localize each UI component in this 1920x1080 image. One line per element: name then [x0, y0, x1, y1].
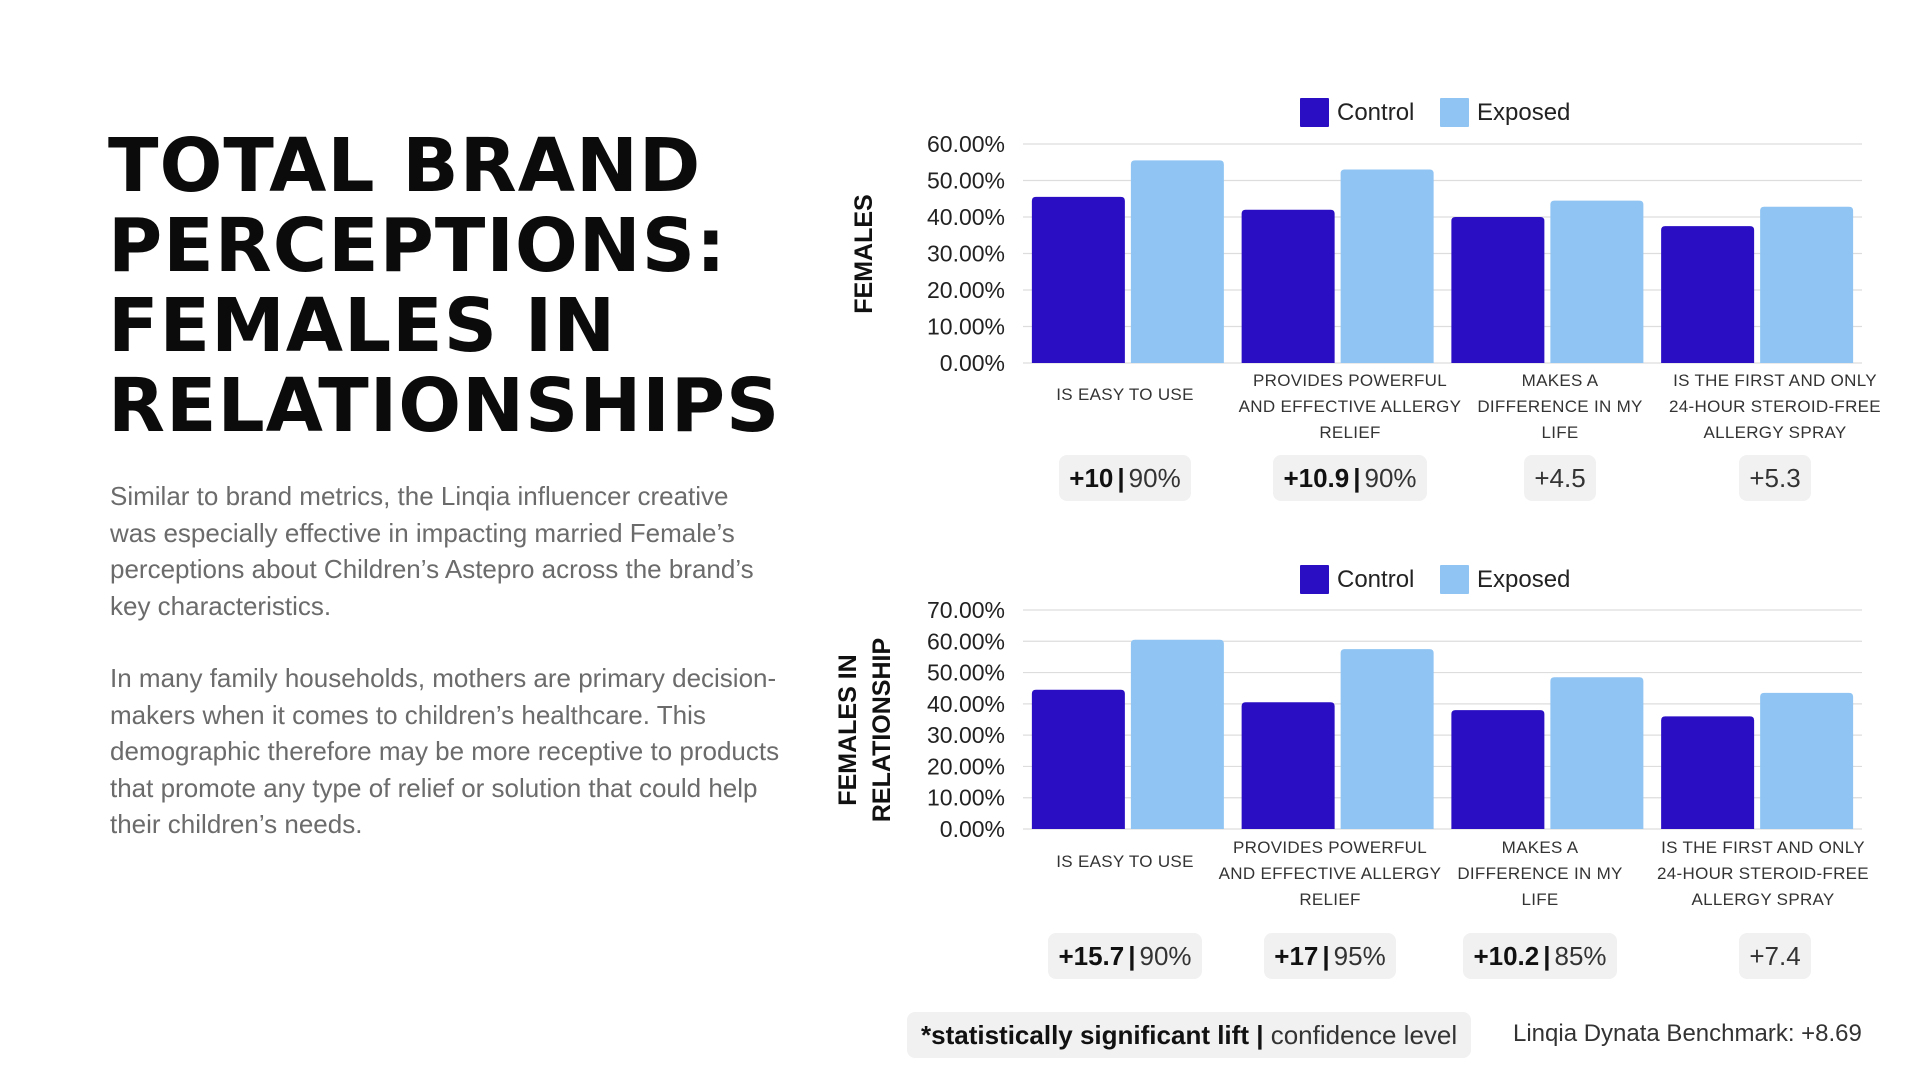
legend-swatch-control [1300, 565, 1329, 594]
lift-value: +10.9 [1283, 462, 1350, 493]
lift-separator: | [1543, 940, 1551, 971]
legend-label-exposed: Exposed [1477, 566, 1570, 593]
lift-value: +17 [1274, 940, 1319, 971]
lift-value: +10.2 [1473, 940, 1540, 971]
y-axis-label-line: FEMALES IN [834, 654, 862, 805]
category-label: AND EFFECTIVE ALLERGY [1239, 397, 1462, 416]
bar-exposed [1340, 649, 1434, 829]
category-label: ALLERGY SPRAY [1703, 423, 1846, 442]
y-axis-label: FEMALES [850, 194, 878, 313]
bar-exposed [1130, 160, 1224, 363]
significance-note-rest: confidence level [1263, 1019, 1458, 1050]
benchmark-label: Linqia Dynata Benchmark: +8.69 [1513, 1020, 1862, 1047]
y-tick-label: 10.00% [927, 785, 1005, 811]
bar-control [1031, 689, 1125, 829]
legend-label-control: Control [1337, 99, 1414, 126]
bar-control [1031, 196, 1125, 363]
bar-control [1451, 217, 1545, 363]
bar-exposed [1550, 677, 1644, 829]
category-label: ALLERGY SPRAY [1691, 890, 1834, 909]
bar-exposed [1340, 169, 1434, 363]
bar-exposed [1760, 206, 1854, 363]
lift-separator: | [1117, 462, 1125, 493]
category-label: DIFFERENCE IN MY [1477, 397, 1642, 416]
confidence-value: 85% [1554, 940, 1607, 971]
legend-label-control: Control [1337, 566, 1414, 593]
bar-control [1241, 209, 1335, 363]
confidence-value: 90% [1139, 940, 1192, 971]
y-tick-label: 50.00% [927, 660, 1005, 686]
lift-pill: +17 | 95% [1264, 933, 1396, 979]
y-tick-label: 70.00% [927, 597, 1005, 623]
category-label: 24-HOUR STEROID-FREE [1657, 864, 1869, 883]
bar-exposed [1550, 200, 1644, 363]
y-tick-label: 40.00% [927, 691, 1005, 717]
category-label: RELIEF [1319, 423, 1380, 442]
legend-swatch-exposed [1440, 98, 1469, 127]
lift-value: +5.3 [1749, 462, 1801, 493]
bar-control [1451, 710, 1545, 829]
y-axis-label-line: RELATIONSHIP [868, 638, 896, 822]
category-label: PROVIDES POWERFUL [1233, 838, 1427, 857]
confidence-value: 90% [1364, 462, 1417, 493]
page-title: TOTAL BRAND PERCEPTIONS: FEMALES IN RELA… [108, 123, 781, 449]
y-tick-label: 40.00% [927, 204, 1005, 230]
y-tick-label: 10.00% [927, 314, 1005, 340]
y-tick-label: 20.00% [927, 753, 1005, 779]
category-label: IS EASY TO USE [1056, 385, 1193, 404]
lift-pill: +15.7 | 90% [1048, 933, 1202, 979]
category-label: PROVIDES POWERFUL [1253, 371, 1447, 390]
lift-pill: +4.5 [1524, 455, 1596, 501]
significance-note-bold: *statistically significant lift | [921, 1019, 1264, 1050]
category-label: 24-HOUR STEROID-FREE [1669, 397, 1881, 416]
lift-separator: | [1353, 462, 1361, 493]
lift-separator: | [1322, 940, 1330, 971]
confidence-value: 95% [1333, 940, 1386, 971]
category-label: RELIEF [1299, 890, 1360, 909]
category-label: MAKES A [1522, 371, 1599, 390]
y-tick-label: 20.00% [927, 277, 1005, 303]
bar-exposed [1760, 692, 1854, 829]
category-label: LIFE [1541, 423, 1578, 442]
bar-exposed [1130, 639, 1224, 829]
category-label: AND EFFECTIVE ALLERGY [1219, 864, 1442, 883]
lift-pill: +7.4 [1739, 933, 1811, 979]
category-label: IS THE FIRST AND ONLY [1673, 371, 1877, 390]
context-paragraph: In many family households, mothers are p… [110, 663, 780, 839]
category-label: DIFFERENCE IN MY [1457, 864, 1622, 883]
y-axis-label-line: FEMALES [850, 194, 878, 313]
intro-paragraph: Similar to brand metrics, the Linqia inf… [110, 481, 754, 621]
lift-pill: +10.2 | 85% [1463, 933, 1617, 979]
lift-value: +4.5 [1534, 462, 1586, 493]
y-tick-label: 30.00% [927, 241, 1005, 267]
y-tick-label: 50.00% [927, 168, 1005, 194]
y-axis-label: FEMALES IN RELATIONSHIP [834, 638, 896, 822]
category-label: MAKES A [1502, 838, 1579, 857]
lift-pill: +10.9 | 90% [1273, 455, 1427, 501]
bar-control [1661, 226, 1755, 363]
lift-pill: +10 | 90% [1059, 455, 1191, 501]
lift-value: +10 [1069, 462, 1114, 493]
legend-swatch-exposed [1440, 565, 1469, 594]
category-label: IS EASY TO USE [1056, 852, 1193, 871]
y-tick-label: 30.00% [927, 722, 1005, 748]
significance-note: *statistically significant lift | confid… [907, 1012, 1472, 1058]
y-tick-label: 60.00% [927, 131, 1005, 157]
category-label: IS THE FIRST AND ONLY [1661, 838, 1865, 857]
confidence-value: 90% [1128, 462, 1181, 493]
y-tick-label: 60.00% [927, 628, 1005, 654]
bar-control [1241, 702, 1335, 829]
legend-swatch-control [1300, 98, 1329, 127]
lift-separator: | [1128, 940, 1136, 971]
y-tick-label: 0.00% [940, 350, 1005, 376]
lift-value: +15.7 [1058, 940, 1125, 971]
category-label: LIFE [1521, 890, 1558, 909]
bar-control [1661, 716, 1755, 829]
lift-pill: +5.3 [1739, 455, 1811, 501]
y-tick-label: 0.00% [940, 816, 1005, 842]
lift-value: +7.4 [1749, 940, 1801, 971]
legend-label-exposed: Exposed [1477, 99, 1570, 126]
